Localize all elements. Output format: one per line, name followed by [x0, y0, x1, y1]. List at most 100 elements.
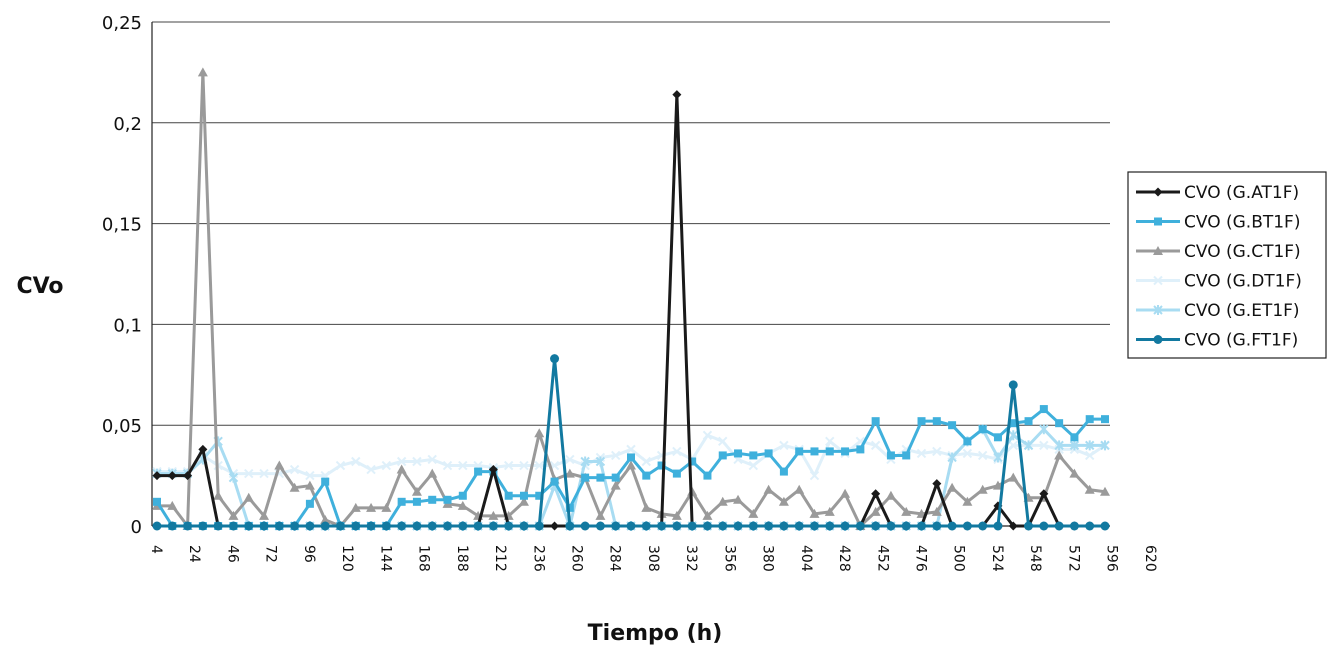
tick-labels: 0 0,05 0,1 0,15 0,2 0,25 4 24 46 72 96 120 144 168 188… [102, 13, 1158, 572]
data-point [519, 491, 528, 500]
x-tick-label: 236 [530, 545, 546, 572]
legend-item: CVO (G.CT1F) [1136, 242, 1301, 262]
data-point [1100, 440, 1110, 451]
legend-marker [1154, 217, 1162, 226]
data-point [702, 521, 712, 531]
data-point [412, 456, 422, 467]
data-point [1024, 521, 1034, 531]
data-point [779, 521, 789, 531]
data-point [962, 448, 973, 459]
data-point [932, 417, 941, 426]
data-point [809, 521, 819, 531]
data-point [840, 488, 851, 498]
data-point [473, 521, 483, 531]
x-tick-label: 404 [798, 545, 814, 572]
x-tick-label: 72 [263, 545, 279, 563]
data-point [519, 521, 529, 531]
data-point [641, 502, 652, 512]
data-point [274, 521, 284, 531]
data-point [381, 460, 392, 471]
x-tick-label: 168 [416, 545, 432, 572]
data-point [688, 457, 697, 466]
data-point [397, 521, 407, 531]
data-point [886, 451, 895, 460]
data-point [702, 510, 713, 520]
y-tick-label: 0,25 [102, 13, 142, 34]
data-point [824, 506, 835, 516]
data-point [809, 508, 820, 518]
data-point [825, 521, 835, 531]
y-tick-label: 0,1 [113, 315, 142, 336]
data-point [718, 436, 728, 447]
x-tick-label: 24 [186, 545, 202, 563]
data-point [565, 503, 574, 512]
y-tick-label: 0,05 [102, 416, 142, 437]
data-point [993, 452, 1003, 463]
y-axis-title: CVo [16, 274, 63, 299]
data-point [1085, 521, 1095, 531]
data-point [947, 452, 957, 463]
x-tick-label: 476 [913, 545, 929, 572]
legend-marker [1153, 246, 1163, 255]
data-point [1069, 440, 1080, 451]
data-point [458, 491, 467, 500]
legend-box [1127, 171, 1327, 359]
data-point [1054, 521, 1064, 531]
data-point [993, 521, 1003, 531]
data-point [167, 471, 177, 481]
data-point [474, 467, 483, 476]
data-point [550, 521, 560, 531]
data-point [795, 447, 804, 456]
data-point [931, 506, 942, 516]
data-point [870, 440, 881, 451]
data-point [1008, 430, 1018, 441]
x-tick-label: 4 [148, 545, 164, 554]
x-tick-label: 548 [1027, 545, 1043, 572]
data-point [748, 521, 758, 531]
data-point [947, 482, 958, 492]
data-point [871, 521, 881, 531]
data-point [611, 450, 621, 461]
x-tick-label: 284 [607, 545, 623, 572]
data-point [977, 450, 988, 461]
data-point [748, 508, 759, 518]
data-point [840, 521, 850, 531]
data-point [153, 497, 161, 506]
data-point [274, 460, 285, 470]
data-point [1085, 450, 1095, 461]
data-point [167, 500, 178, 510]
legend-item: CVO (G.BT1F) [1136, 213, 1300, 233]
data-point [1039, 440, 1049, 451]
x-tick-label: 524 [989, 545, 1005, 572]
data-point [1008, 472, 1019, 482]
data-point [641, 456, 651, 467]
data-point [397, 497, 406, 506]
data-point [595, 456, 606, 467]
data-point [396, 456, 407, 467]
data-point [290, 521, 300, 531]
data-point [626, 521, 636, 531]
data-point [366, 464, 376, 475]
data-point [733, 494, 744, 504]
data-point [672, 469, 681, 478]
data-point [672, 521, 682, 531]
data-point [841, 447, 850, 456]
data-point [718, 521, 728, 531]
data-point [657, 521, 667, 531]
gridlines [152, 21, 1110, 426]
data-point [901, 521, 911, 531]
data-point [596, 473, 605, 482]
legend-marker [1153, 335, 1163, 344]
data-point [580, 521, 590, 531]
data-point [1039, 489, 1049, 499]
data-point [856, 445, 865, 454]
data-point [381, 521, 391, 531]
x-axis-title: Tiempo (h) [588, 621, 723, 646]
data-point [962, 496, 973, 506]
data-point [243, 492, 254, 502]
data-point [1039, 521, 1049, 531]
data-point [244, 521, 254, 531]
data-point [886, 521, 896, 531]
data-point [411, 486, 422, 496]
data-point [1009, 419, 1018, 428]
